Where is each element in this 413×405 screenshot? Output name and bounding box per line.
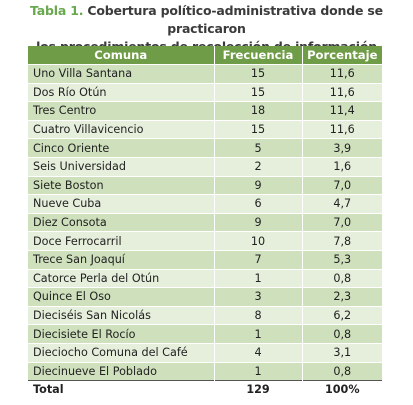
cell-frecuencia: 15 <box>214 82 303 102</box>
cell-porcentaje: 7,8 <box>302 231 382 251</box>
cell-porcentaje: 11,6 <box>302 82 382 102</box>
cell-porcentaje: 6,2 <box>302 305 382 325</box>
table-body: Uno Villa Santana 15 11,6 Dos Río Otún 15 11,… <box>28 64 382 381</box>
table-row: Seis Universidad 2 1,6 <box>28 156 382 177</box>
cell-frecuencia: 15 <box>214 64 303 84</box>
table-row: Dieciséis San Nicolás 8 6,2 <box>28 305 382 325</box>
table-row: Dieciocho Comuna del Café 4 3,1 <box>28 342 382 362</box>
cell-frecuencia: 8 <box>214 305 303 325</box>
table-row: Doce Ferrocarril 10 7,8 <box>28 231 382 251</box>
caption-line-1: Cobertura político-administrativa donde … <box>87 3 383 36</box>
cell-frecuencia: 2 <box>214 156 303 177</box>
cell-comuna: Doce Ferrocarril <box>28 231 215 251</box>
caption-label: Tabla 1. <box>30 3 84 18</box>
cell-comuna: Catorce Perla del Otún <box>28 268 215 288</box>
table-row: Cuatro Villavicencio 15 11,6 <box>28 119 382 139</box>
cell-porcentaje: 11,4 <box>302 101 382 121</box>
cell-porcentaje: 3,1 <box>302 342 382 362</box>
cell-porcentaje: 0,8 <box>302 268 382 288</box>
cell-comuna: Tres Centro <box>28 101 215 121</box>
cell-comuna: Dos Río Otún <box>28 82 215 102</box>
cell-comuna: Seis Universidad <box>28 156 215 177</box>
total-label: Total <box>28 380 215 398</box>
cell-porcentaje: 0,8 <box>302 361 382 381</box>
table-row: Diecinueve El Poblado 1 0,8 <box>28 361 382 381</box>
cell-frecuencia: 1 <box>214 324 303 344</box>
cell-porcentaje: 3,9 <box>302 138 382 158</box>
coverage-table: Comuna Frecuencia Porcentaje Uno Villa S… <box>28 46 382 398</box>
table-row: Uno Villa Santana 15 11,6 <box>28 64 382 84</box>
cell-comuna: Diez Consota <box>28 212 215 232</box>
header-comuna: Comuna <box>28 46 215 65</box>
cell-frecuencia: 10 <box>214 231 303 251</box>
total-row: Total 129 100% <box>28 380 382 398</box>
table-row: Tres Centro 18 11,4 <box>28 101 382 121</box>
cell-porcentaje: 7,0 <box>302 212 382 232</box>
header-porcentaje: Porcentaje <box>302 46 382 65</box>
cell-comuna: Quince El Oso <box>28 287 215 307</box>
cell-porcentaje: 11,6 <box>302 64 382 84</box>
cell-frecuencia: 15 <box>214 119 303 139</box>
cell-comuna: Nueve Cuba <box>28 194 215 214</box>
table-row: Diecisiete El Rocío 1 0,8 <box>28 324 382 344</box>
cell-comuna: Siete Boston <box>28 175 215 195</box>
cell-frecuencia: 1 <box>214 361 303 381</box>
cell-porcentaje: 0,8 <box>302 324 382 344</box>
header-row: Comuna Frecuencia Porcentaje <box>28 46 382 65</box>
table-row: Dos Río Otún 15 11,6 <box>28 82 382 102</box>
cell-comuna: Dieciséis San Nicolás <box>28 305 215 325</box>
cell-comuna: Diecisiete El Rocío <box>28 324 215 344</box>
table-row: Diez Consota 9 7,0 <box>28 212 382 232</box>
cell-frecuencia: 6 <box>214 194 303 214</box>
cell-frecuencia: 1 <box>214 268 303 288</box>
cell-porcentaje: 1,6 <box>302 156 382 177</box>
table-row: Cinco Oriente 5 3,9 <box>28 138 382 158</box>
cell-frecuencia: 5 <box>214 138 303 158</box>
table-row: Catorce Perla del Otún 1 0,8 <box>28 268 382 288</box>
total-porcentaje: 100% <box>302 380 382 398</box>
cell-frecuencia: 18 <box>214 101 303 121</box>
cell-comuna: Trece San Joaquí <box>28 249 215 270</box>
cell-frecuencia: 9 <box>214 175 303 195</box>
cell-porcentaje: 11,6 <box>302 119 382 139</box>
cell-comuna: Cinco Oriente <box>28 138 215 158</box>
cell-porcentaje: 5,3 <box>302 249 382 270</box>
cell-frecuencia: 4 <box>214 342 303 362</box>
cell-comuna: Cuatro Villavicencio <box>28 119 215 139</box>
cell-porcentaje: 2,3 <box>302 287 382 307</box>
cell-frecuencia: 9 <box>214 212 303 232</box>
table-row: Trece San Joaquí 7 5,3 <box>28 249 382 270</box>
cell-frecuencia: 7 <box>214 249 303 270</box>
table-row: Nueve Cuba 6 4,7 <box>28 194 382 214</box>
table-row: Siete Boston 9 7,0 <box>28 175 382 195</box>
cell-comuna: Uno Villa Santana <box>28 64 215 84</box>
cell-comuna: Dieciocho Comuna del Café <box>28 342 215 362</box>
cell-comuna: Diecinueve El Poblado <box>28 361 215 381</box>
cell-frecuencia: 3 <box>214 287 303 307</box>
table-row: Quince El Oso 3 2,3 <box>28 287 382 307</box>
header-frecuencia: Frecuencia <box>214 46 303 65</box>
cell-porcentaje: 7,0 <box>302 175 382 195</box>
total-frecuencia: 129 <box>214 380 303 398</box>
cell-porcentaje: 4,7 <box>302 194 382 214</box>
